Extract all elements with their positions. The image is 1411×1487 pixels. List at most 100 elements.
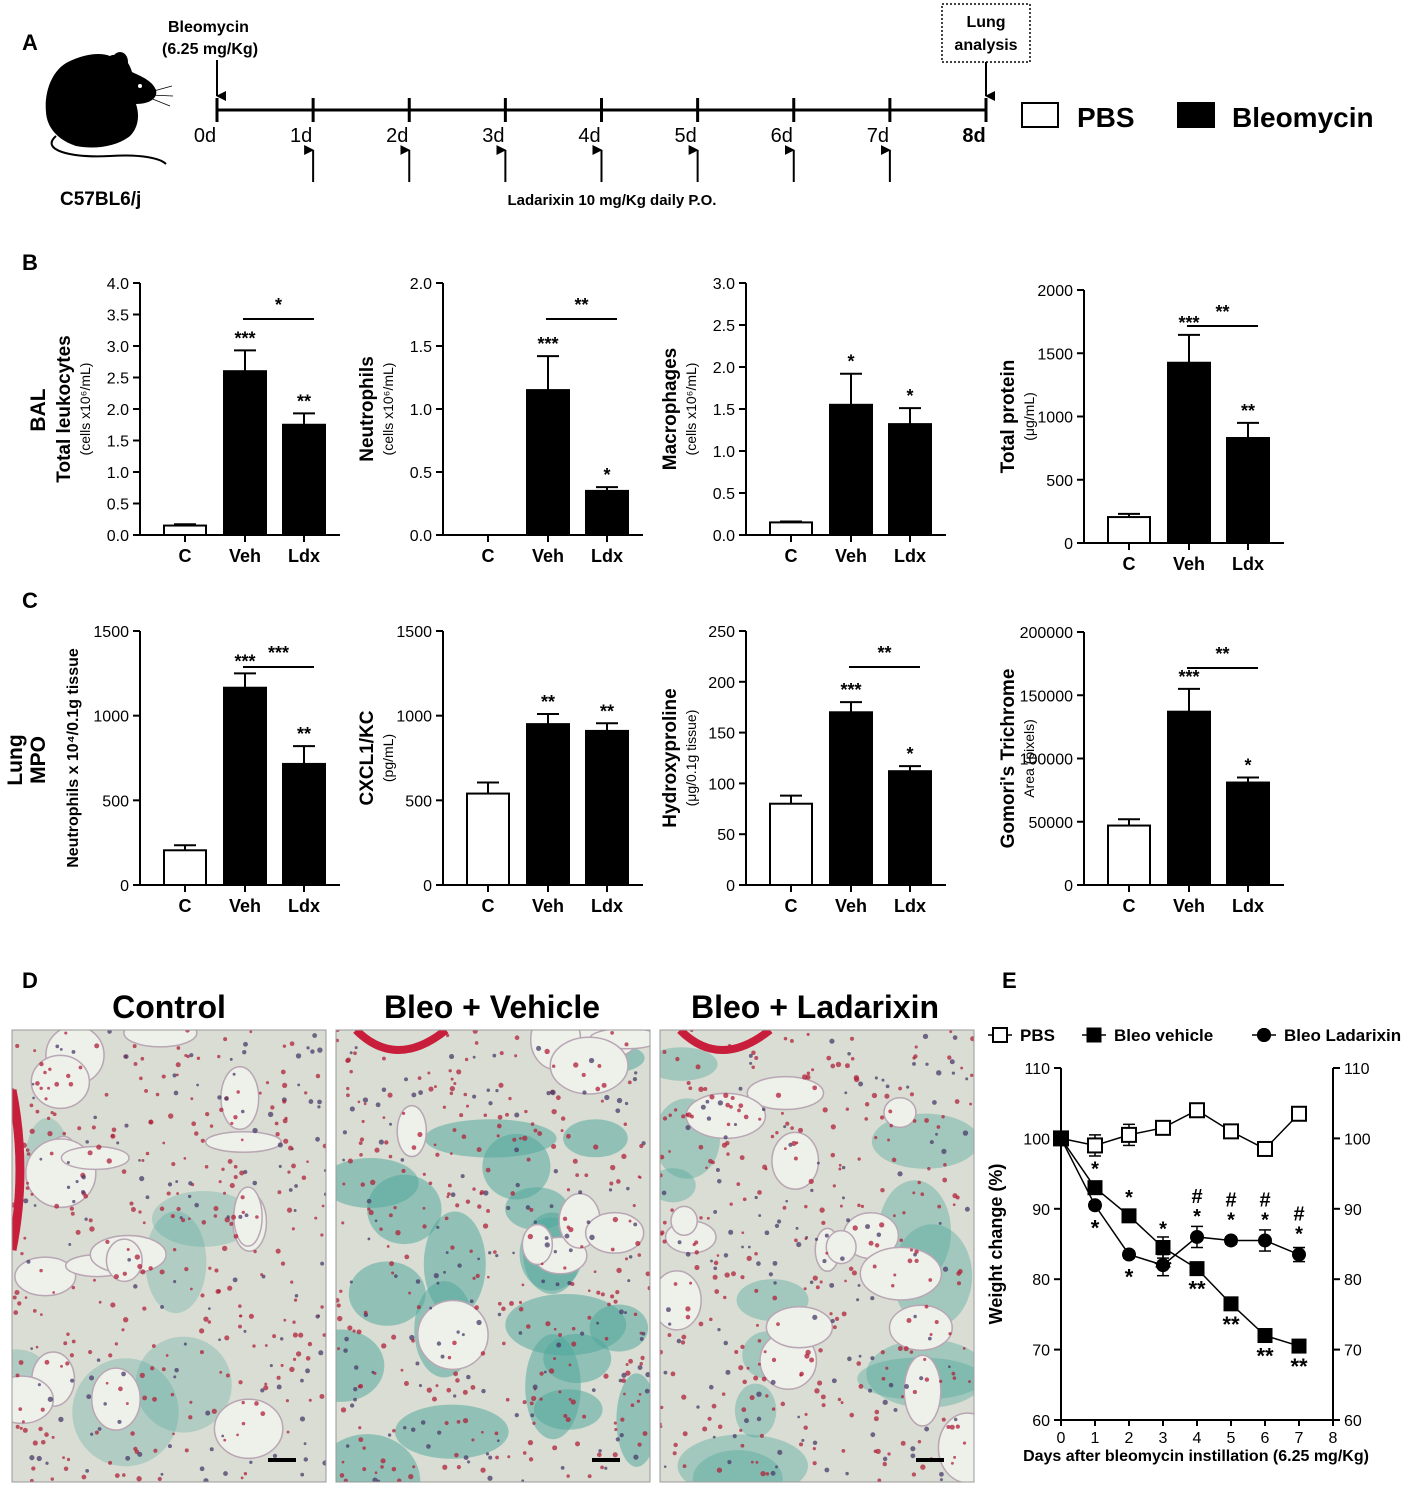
significance-label: ** — [1241, 401, 1255, 421]
nucleus — [172, 1247, 177, 1252]
nucleus — [434, 1085, 437, 1089]
nucleus — [600, 1099, 604, 1103]
nucleus — [887, 1138, 891, 1142]
nucleus — [829, 1312, 833, 1316]
nucleus — [541, 1279, 546, 1284]
nucleus — [126, 1247, 130, 1252]
nucleus — [968, 1380, 971, 1383]
nucleus — [880, 1187, 885, 1193]
micrograph-frame — [11, 1029, 327, 1483]
y-axis-label: Hydroxyproline — [660, 688, 681, 827]
nucleus — [934, 1319, 939, 1325]
y-axis-unit: Area (pixels) — [1021, 719, 1037, 798]
nucleus — [819, 1280, 823, 1284]
timeline-day-label: 1d — [290, 125, 312, 147]
collagen-patch — [423, 1211, 486, 1317]
nucleus — [322, 1143, 326, 1149]
nucleus — [672, 1451, 677, 1456]
nucleus — [371, 1370, 375, 1374]
nucleus — [13, 1310, 19, 1315]
micrograph-title-bleo-ladarixin: Bleo + Ladarixin — [691, 989, 939, 1025]
alveolar-space — [14, 1256, 77, 1297]
nucleus — [68, 1243, 72, 1246]
significance-above: # — [1225, 1189, 1236, 1211]
nucleus — [729, 1202, 733, 1206]
nucleus — [925, 1062, 929, 1066]
nucleus — [433, 1273, 439, 1279]
nucleus — [924, 1304, 929, 1309]
nucleus — [555, 1282, 560, 1287]
nucleus — [275, 1132, 280, 1137]
nucleus — [199, 1466, 205, 1472]
nucleus — [176, 1073, 179, 1077]
nucleus — [530, 1413, 535, 1418]
nucleus — [343, 1348, 348, 1353]
nucleus — [280, 1337, 284, 1341]
nucleus — [456, 1464, 461, 1470]
nucleus — [159, 1206, 165, 1212]
nucleus — [682, 1431, 688, 1437]
nucleus — [527, 1233, 534, 1240]
nucleus — [401, 1168, 406, 1174]
y-tick-label: 150 — [708, 726, 735, 743]
x-tick-label: Veh — [1173, 554, 1205, 574]
nucleus — [858, 1354, 862, 1358]
nucleus — [435, 1152, 440, 1157]
nucleus — [285, 1399, 289, 1403]
nucleus — [675, 1056, 680, 1062]
nucleus — [374, 1471, 378, 1475]
nucleus — [911, 1472, 917, 1477]
nucleus — [529, 1207, 534, 1212]
nucleus — [39, 1313, 43, 1317]
nucleus — [604, 1336, 609, 1341]
comparison-label: ** — [574, 295, 588, 315]
nucleus — [356, 1329, 362, 1335]
nucleus — [151, 1344, 156, 1348]
nucleus — [551, 1143, 557, 1150]
nucleus — [129, 1201, 134, 1206]
y-tick-label: 1000 — [1037, 410, 1073, 427]
nucleus — [260, 1411, 266, 1417]
nucleus — [269, 1364, 273, 1368]
nucleus — [360, 1182, 365, 1187]
nucleus — [673, 1108, 678, 1112]
nucleus — [518, 1331, 523, 1335]
nucleus — [509, 1301, 514, 1306]
nucleus — [639, 1361, 643, 1366]
nucleus — [89, 1226, 95, 1232]
data-point — [1223, 1123, 1239, 1140]
nucleus — [841, 1449, 846, 1453]
significance-above: * — [1295, 1224, 1303, 1246]
nucleus — [563, 1413, 568, 1418]
nucleus — [248, 1313, 254, 1319]
x-tick-label: Ldx — [288, 546, 320, 566]
nucleus — [359, 1137, 365, 1142]
nucleus — [857, 1283, 861, 1287]
nucleus — [783, 1147, 787, 1151]
nucleus — [647, 1285, 650, 1291]
y-axis-unit: (cells x10⁶/mL) — [380, 363, 396, 456]
comparison-label: ** — [1215, 302, 1229, 322]
nucleus — [446, 1387, 452, 1393]
nucleus — [761, 1107, 766, 1112]
nucleus — [336, 1298, 340, 1303]
nucleus — [62, 1456, 65, 1460]
nucleus — [948, 1365, 951, 1369]
nucleus — [454, 1452, 459, 1458]
nucleus — [133, 1446, 138, 1451]
nucleus — [71, 1285, 76, 1290]
x-tick-label: Ldx — [894, 896, 926, 916]
nucleus — [909, 1248, 914, 1252]
nucleus — [662, 1050, 667, 1054]
nucleus — [47, 1086, 51, 1090]
significance-label: ** — [541, 692, 555, 712]
significance-below: * — [1091, 1215, 1100, 1240]
nucleus — [741, 1231, 745, 1235]
nucleus — [160, 1305, 164, 1309]
y-tick-label: 0 — [120, 878, 129, 895]
nucleus — [417, 1076, 422, 1080]
bar-chart-5: 0 500 1000 1500 C Veh ** Ldx ** CXCL1/KC (pg/mL) — [357, 624, 643, 916]
nucleus — [476, 1319, 482, 1326]
nucleus — [749, 1395, 755, 1401]
nucleus — [970, 1036, 974, 1042]
